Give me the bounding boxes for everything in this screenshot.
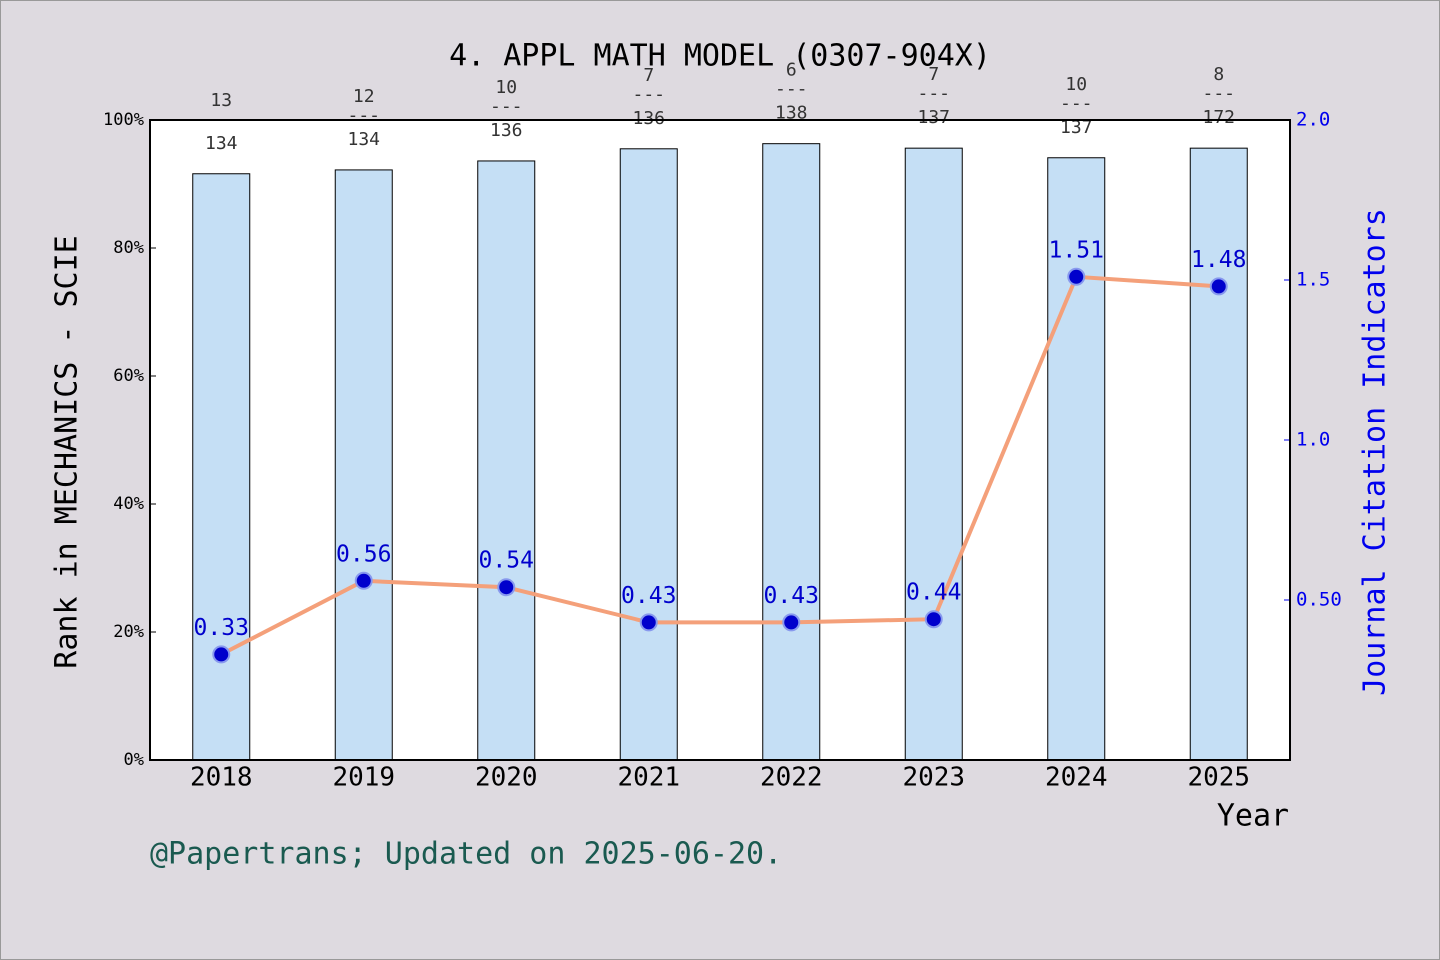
y-axis-label: Rank in MECHANICS - SCIE [50,235,85,668]
rank-label: 6 [786,60,797,81]
marker [497,578,516,597]
x-tick-label: 2023 [902,763,965,793]
bar [192,173,251,761]
y-tick-label: 40% [113,494,144,514]
rank-label: 10 [495,77,517,98]
x-tick-label: 2025 [1187,763,1250,793]
rank-separator: --- [775,79,808,100]
bar [1189,147,1248,761]
marker [782,613,801,632]
x-tick-label: 2018 [190,763,253,793]
x-tick-label: 2021 [617,763,680,793]
rank-label: 7 [643,65,654,86]
x-tick-label: 2022 [760,763,823,793]
value-label: 0.33 [194,615,249,641]
marker [354,571,373,590]
x-axis-label: Year [1217,799,1289,834]
marker [639,613,658,632]
y2-tick-label: 1.5 [1296,269,1330,291]
value-label: 0.44 [906,580,961,606]
value-label: 0.43 [621,583,676,609]
x-tick-label: 2024 [1045,763,1108,793]
bar [619,148,678,761]
rank-total: 134 [347,129,380,150]
rank-total: 138 [775,103,808,124]
rank-label: 7 [928,64,939,85]
rank-total: 136 [490,120,523,141]
y2-tick-label: 1.0 [1296,429,1330,451]
y2-axis-label: Journal Citation Indicators [1358,208,1393,696]
rank-separator: --- [347,105,380,126]
y-tick-label: 20% [113,622,144,642]
chart-title: 4. APPL MATH MODEL (0307-904X) [449,39,991,74]
value-label: 0.43 [764,583,819,609]
bar [904,147,963,761]
rank-label: 8 [1213,64,1224,85]
bar [477,160,536,761]
y-tick-label: 60% [113,366,144,386]
rank-label: 10 [1065,74,1087,95]
y-tick-label: 0% [124,750,144,770]
rank-label: 12 [353,86,375,107]
y2-tick-label: 2.0 [1296,109,1330,131]
y-tick-label: 100% [103,110,144,130]
rank-total: 137 [917,107,950,128]
x-tick-label: 2020 [475,763,538,793]
line [220,274,1219,657]
bar [762,143,821,761]
x-tick-label: 2019 [332,763,395,793]
value-label: 0.54 [479,548,534,574]
y-tick-label: 80% [113,238,144,258]
y2-tick-label: 0.50 [1296,589,1342,611]
rank-total: 172 [1202,107,1235,128]
value-label: 1.48 [1191,247,1246,273]
rank-total: 137 [1060,117,1093,138]
bar [334,169,393,761]
footnote: @Papertrans; Updated on 2025-06-20. [150,837,782,872]
marker [924,610,943,629]
value-label: 1.51 [1049,237,1104,263]
rank-separator: --- [1060,93,1093,114]
rank-total: 136 [632,108,665,129]
marker [212,645,231,664]
rank-separator: --- [917,83,950,104]
marker [1209,277,1228,296]
rank-separator: --- [1202,83,1235,104]
rank-total: 134 [205,133,238,154]
rank-separator: --- [490,96,523,117]
plot-area [150,120,1290,760]
rank-separator: --- [632,84,665,105]
value-label: 0.56 [336,541,391,567]
marker [1067,267,1086,286]
rank-label: 13 [210,90,232,111]
plot-border [149,119,1291,761]
